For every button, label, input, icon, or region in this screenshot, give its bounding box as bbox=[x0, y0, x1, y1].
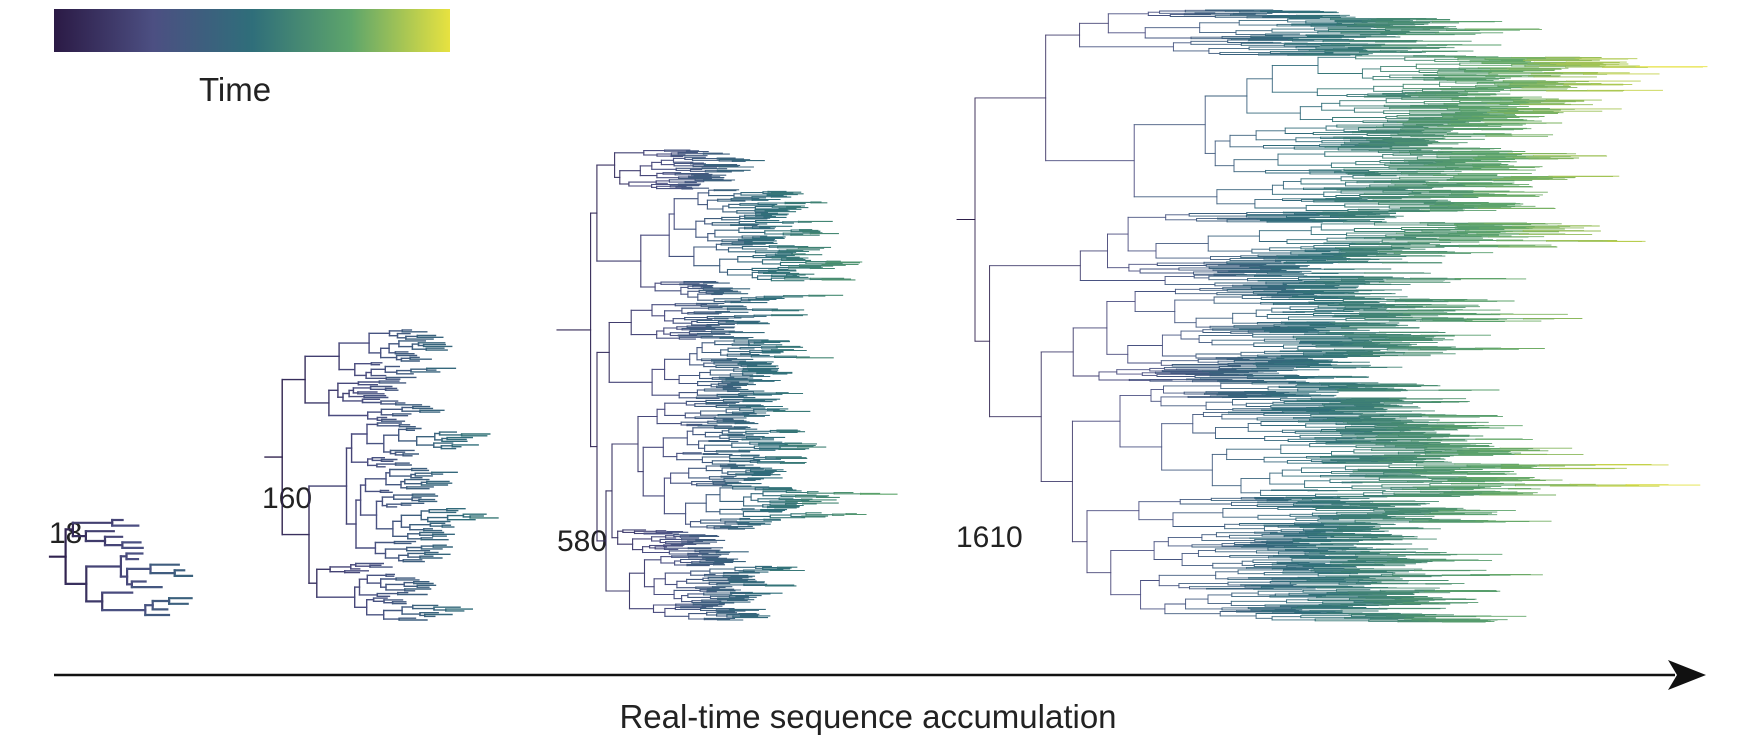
tree-panel-18: 18 bbox=[48, 517, 194, 617]
tree-panel-580: 580 bbox=[556, 149, 898, 621]
tree-panel-160: 160 bbox=[262, 329, 499, 621]
time-legend: Time bbox=[54, 9, 450, 108]
time-legend-title: Time bbox=[199, 71, 271, 108]
phylogenetic-tree-160 bbox=[264, 329, 499, 621]
time-colorbar bbox=[54, 9, 450, 52]
tree-label-1610: 1610 bbox=[956, 521, 1023, 554]
tree-label-160: 160 bbox=[262, 482, 312, 515]
tree-label-580: 580 bbox=[557, 525, 607, 558]
phylogenetic-tree-1610 bbox=[956, 9, 1708, 623]
phylogenetic-tree-580 bbox=[556, 149, 898, 621]
phylogenetic-tree-18 bbox=[48, 518, 194, 617]
tree-panel-1610: 1610 bbox=[956, 9, 1708, 623]
